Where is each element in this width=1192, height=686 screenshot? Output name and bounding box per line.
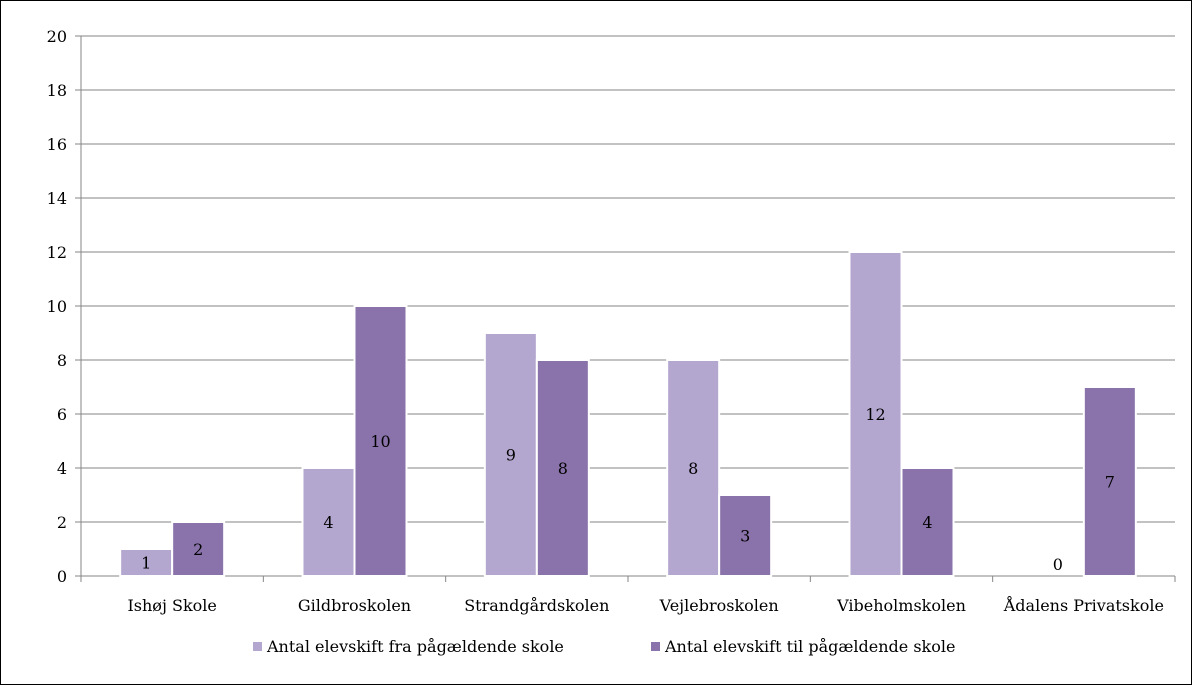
legend: Antal elevskift fra pågældende skole Anta… — [253, 637, 955, 656]
x-category-label: Ådalens Privatskole — [1003, 595, 1164, 615]
y-tick-label: 20 — [47, 27, 67, 46]
data-label: 9 — [506, 446, 516, 465]
bar-to — [900, 467, 955, 577]
y-tick-label: 6 — [57, 405, 67, 424]
data-label: 1 — [141, 554, 151, 573]
bar-from — [848, 251, 903, 577]
x-category-label: Gildbroskolen — [298, 596, 411, 615]
bar-to — [353, 305, 408, 577]
x-category-label: Strandgårdskolen — [464, 596, 609, 615]
y-tick-label: 10 — [47, 297, 67, 316]
x-category-label: Vibeholmskolen — [836, 596, 966, 615]
y-tick-label: 18 — [47, 81, 67, 100]
data-label: 3 — [740, 527, 750, 546]
y-tick-label: 4 — [57, 459, 67, 478]
y-tick-label: 0 — [57, 567, 67, 586]
y-tick-label: 2 — [57, 513, 67, 532]
axes — [75, 35, 1176, 582]
data-label: 7 — [1105, 473, 1115, 492]
x-category-label: Vejlebroskolen — [659, 596, 779, 615]
bar-from — [666, 359, 721, 577]
data-label: 8 — [558, 459, 568, 478]
y-tick-label: 8 — [57, 351, 67, 370]
data-label: 0 — [1053, 555, 1063, 574]
x-axis-category-labels: Ishøj Skole Gildbroskolen Strandgårdskolen… — [127, 595, 1163, 615]
x-category-label: Ishøj Skole — [127, 596, 216, 615]
gridlines — [81, 35, 1175, 523]
bar-to — [171, 521, 226, 577]
y-tick-label: 12 — [47, 243, 67, 262]
data-label: 4 — [323, 513, 333, 532]
bar-to — [535, 359, 590, 577]
bar-to — [1082, 386, 1137, 577]
data-label: 12 — [865, 405, 885, 424]
bar-from — [483, 332, 538, 577]
data-label: 2 — [193, 540, 203, 559]
data-label: 10 — [370, 432, 390, 451]
legend-label: Antal elevskift fra pågældende skole — [266, 637, 564, 656]
y-tick-label: 16 — [47, 135, 67, 154]
bars — [119, 251, 1137, 577]
data-label: 4 — [922, 513, 932, 532]
data-label: 8 — [688, 459, 698, 478]
bar-to — [718, 494, 773, 577]
legend-swatch — [651, 642, 660, 651]
legend-swatch — [253, 642, 262, 651]
legend-label: Antal elevskift til pågældende skole — [664, 637, 955, 656]
y-tick-label: 14 — [47, 189, 67, 208]
y-axis-tick-labels: 0 2 4 6 8 10 12 14 16 18 20 — [47, 27, 67, 586]
